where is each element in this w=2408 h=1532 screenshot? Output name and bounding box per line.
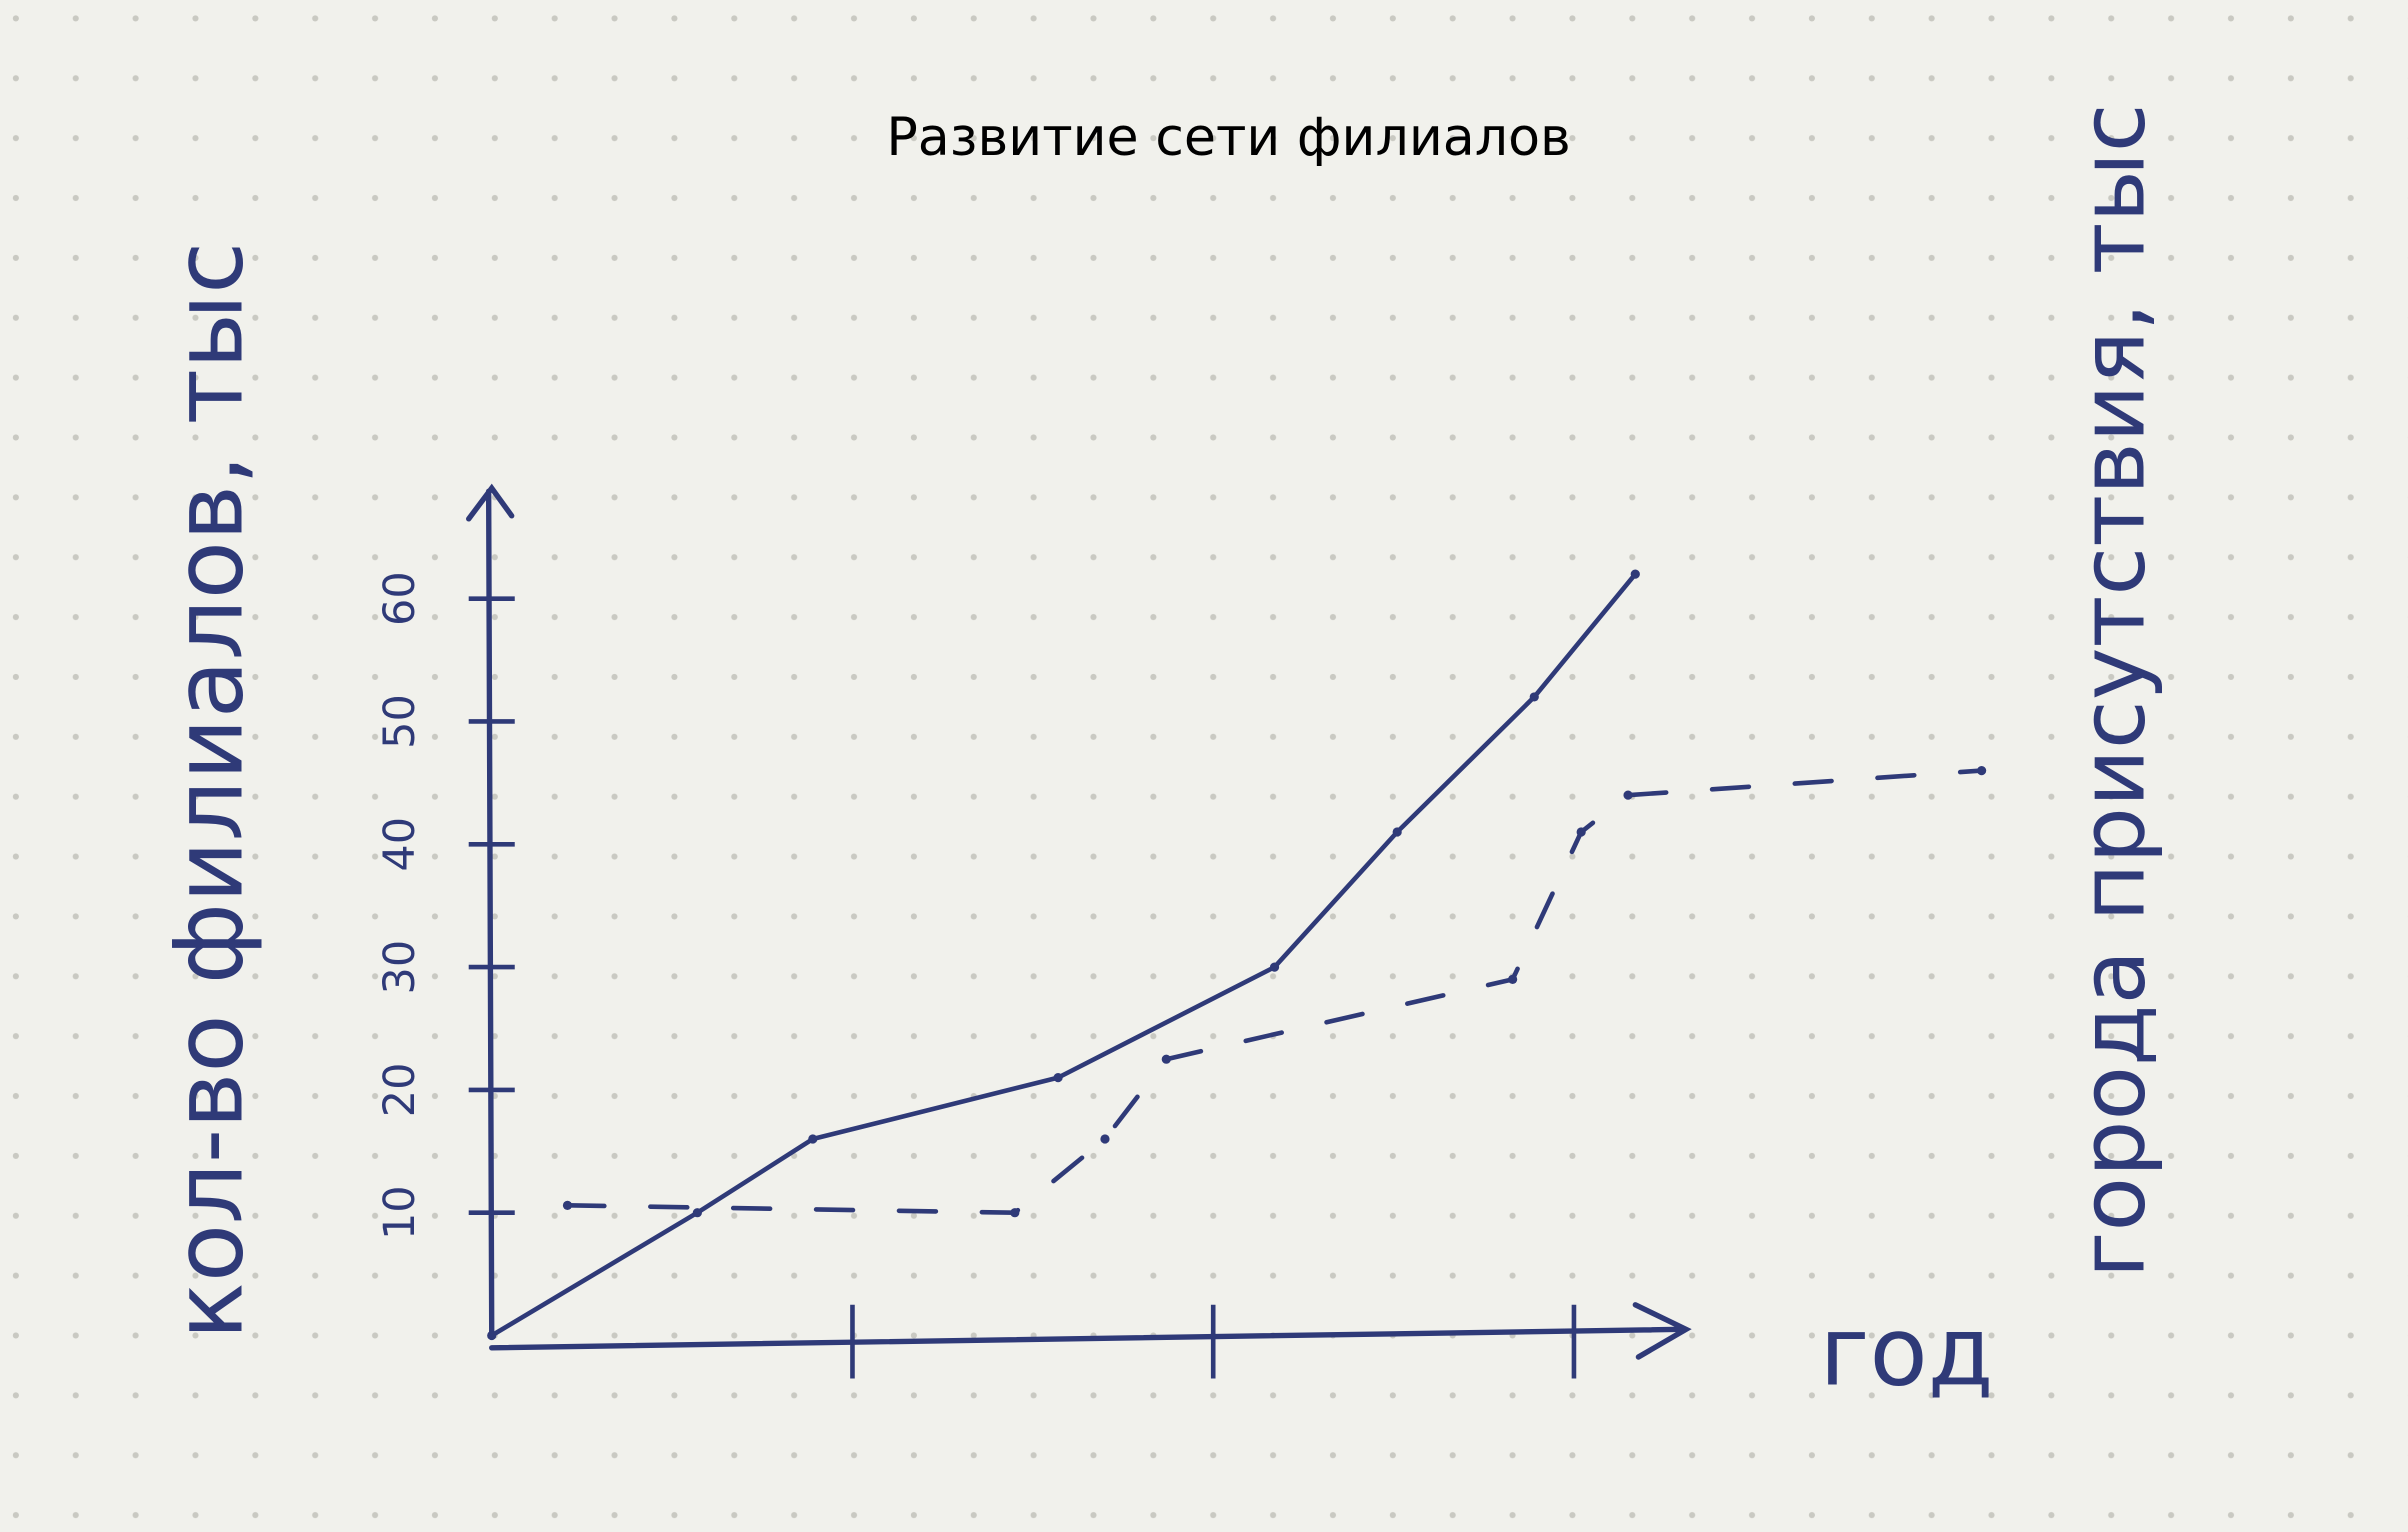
point [1976, 766, 1987, 776]
dashed-line [565, 768, 1984, 1216]
point [1392, 827, 1402, 837]
axes [466, 483, 1692, 1360]
point [1508, 974, 1518, 984]
point [692, 1208, 702, 1218]
point [1576, 827, 1586, 837]
y-tick-label: 10 [375, 1185, 425, 1240]
point [1269, 962, 1280, 972]
point [1053, 1073, 1063, 1083]
point [1010, 1208, 1020, 1218]
y-tick-label: 50 [375, 694, 425, 749]
point [1100, 1134, 1110, 1144]
point [1623, 790, 1633, 800]
chart-title: Развитие сети филиалов [886, 108, 1570, 168]
x-axis [489, 1302, 1692, 1360]
y-axis-label: кол-во филиалов, тыс [154, 242, 264, 1340]
y-tick-label: 30 [375, 940, 425, 995]
line [489, 571, 1638, 1338]
point [562, 1200, 573, 1210]
y-tick-label: 60 [375, 571, 425, 626]
y2-axis-label: города присутствия, тыс [2060, 103, 2164, 1278]
x-axis-label: год [1820, 1297, 1994, 1407]
point [487, 1330, 497, 1341]
y-axis [466, 483, 515, 1339]
point [1161, 1054, 1171, 1064]
point [808, 1134, 818, 1144]
point [1529, 692, 1539, 702]
y-tick-label: 20 [375, 1063, 425, 1118]
y-tick-label: 40 [375, 817, 425, 872]
point [1630, 569, 1640, 579]
